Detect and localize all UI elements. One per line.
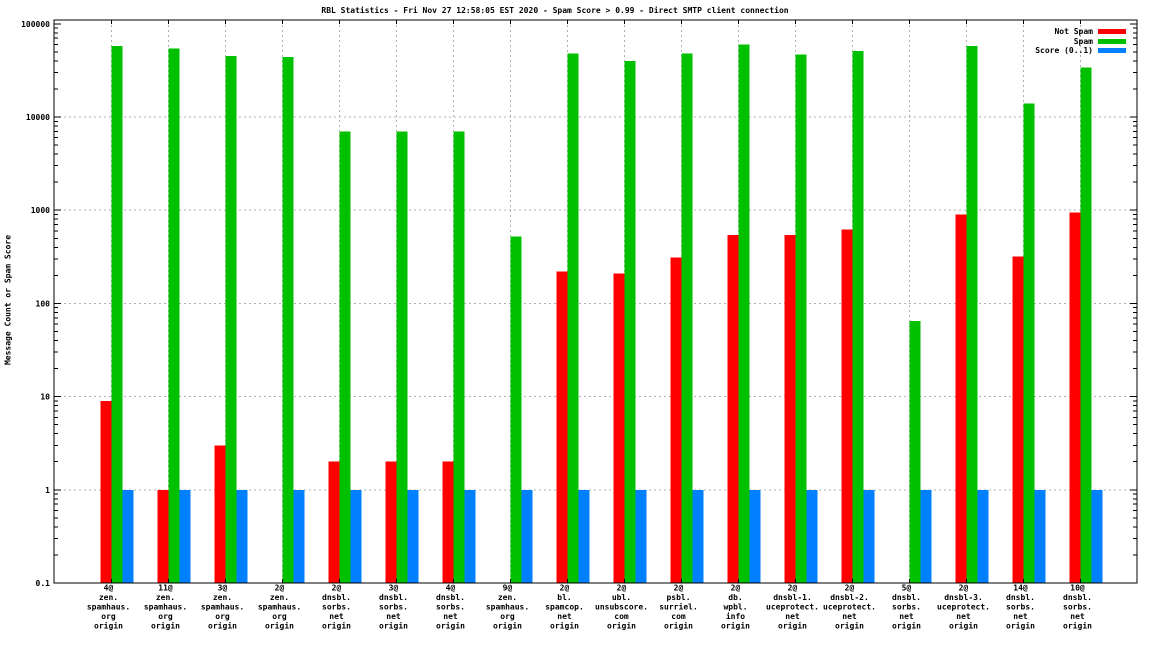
x-tick-label: 3@ zen. spamhaus. org origin xyxy=(201,584,244,631)
bar-score xyxy=(1034,489,1046,583)
bar-spam xyxy=(282,57,294,583)
bar-not-spam xyxy=(955,214,967,583)
bar-score xyxy=(350,489,362,583)
x-tick-label: 11@ zen. spamhaus. org origin xyxy=(144,584,187,631)
bar-not-spam xyxy=(214,445,226,583)
bar-score xyxy=(806,489,818,583)
bar-spam xyxy=(909,320,921,583)
bar-score xyxy=(179,489,191,583)
bar-not-spam xyxy=(784,235,796,583)
bar-not-spam xyxy=(1012,256,1024,583)
y-tick-label: 0.1 xyxy=(36,579,51,588)
bar-score xyxy=(236,489,248,583)
x-tick-label: 2@ db. wpbl. info origin xyxy=(721,584,750,631)
bar-not-spam xyxy=(670,257,682,583)
legend-label-not-spam: Not Spam xyxy=(1054,27,1093,37)
bar-not-spam xyxy=(385,461,397,583)
x-tick-label: 2@ dnsbl. sorbs. net origin xyxy=(322,584,351,631)
x-tick-label: 5@ dnsbl. sorbs. net origin xyxy=(892,584,921,631)
y-tick-label: 10000 xyxy=(26,113,50,122)
bar-not-spam xyxy=(841,229,853,584)
x-tick-label: 2@ dnsbl-3. uceprotect. net origin xyxy=(937,584,990,631)
bar-score xyxy=(977,489,989,583)
bar-spam xyxy=(510,236,522,583)
bar-spam xyxy=(1023,103,1035,584)
bar-not-spam xyxy=(1069,212,1081,583)
bar-spam xyxy=(624,60,636,584)
bar-spam xyxy=(681,53,693,584)
bar-score xyxy=(122,489,134,583)
x-tick-label: 2@ psbl. surriel. com origin xyxy=(659,584,698,631)
y-tick-label: 1000 xyxy=(31,206,50,215)
y-tick-label: 1 xyxy=(45,486,50,495)
x-tick-label: 2@ zen. spamhaus. org origin xyxy=(258,584,301,631)
bar-not-spam xyxy=(328,461,340,583)
x-tick-label: 2@ ubl. unsubscore. com origin xyxy=(595,584,648,631)
legend-swatch-score xyxy=(1098,47,1126,53)
plot-frame xyxy=(53,19,1138,584)
chart-title: RBL Statistics - Fri Nov 27 12:58:05 EST… xyxy=(321,6,789,15)
bar-spam xyxy=(1080,67,1092,583)
bar-spam xyxy=(453,131,465,583)
bar-spam xyxy=(966,45,978,583)
legend-item-spam: Spam xyxy=(1035,36,1126,46)
bar-score xyxy=(920,489,932,583)
x-tick-label: 4@ dnsbl. sorbs. net origin xyxy=(436,584,465,631)
bar-not-spam xyxy=(727,235,739,583)
x-tick-label: 9@ zen. spamhaus. org origin xyxy=(486,584,529,631)
legend-label-score: Score (0..1) xyxy=(1035,45,1093,55)
y-tick-label: 10 xyxy=(40,393,50,402)
x-tick-label: 2@ dnsbl-1. uceprotect. net origin xyxy=(766,584,819,631)
bar-spam xyxy=(738,44,750,583)
bar-spam xyxy=(225,56,237,583)
x-tick-label: 4@ zen. spamhaus. org origin xyxy=(87,584,130,631)
bar-score xyxy=(692,489,704,583)
y-axis-title: Message Count or Spam Score xyxy=(3,234,13,366)
bar-not-spam xyxy=(157,489,169,583)
bar-not-spam xyxy=(613,273,625,583)
legend-swatch-not-spam xyxy=(1098,29,1126,35)
x-tick-label: 3@ dnsbl. sorbs. net origin xyxy=(379,584,408,631)
bar-score xyxy=(293,489,305,583)
x-tick-label: 2@ dnsbl-2. uceprotect. net origin xyxy=(823,584,876,631)
bar-score xyxy=(407,489,419,583)
bar-score xyxy=(863,489,875,583)
bar-score xyxy=(749,489,761,583)
bar-not-spam xyxy=(556,271,568,583)
legend: Not Spam Spam Score (0..1) xyxy=(1035,27,1126,55)
bar-spam xyxy=(111,45,123,583)
x-tick-label: 2@ bl. spamcop. net origin xyxy=(545,584,584,631)
bar-not-spam xyxy=(442,461,454,583)
bar-spam xyxy=(339,131,351,583)
bar-score xyxy=(578,489,590,583)
bar-spam xyxy=(852,51,864,584)
legend-label-spam: Spam xyxy=(1073,36,1093,46)
legend-swatch-spam xyxy=(1098,38,1126,44)
bar-score xyxy=(464,489,476,583)
bar-not-spam xyxy=(100,400,112,583)
bar-score xyxy=(635,489,647,583)
bar-score xyxy=(1091,489,1103,583)
x-tick-label: 14@ dnsbl. sorbs. net origin xyxy=(1006,584,1035,631)
bar-spam xyxy=(168,48,180,583)
y-tick-label: 100 xyxy=(36,299,51,308)
bar-spam xyxy=(795,54,807,584)
legend-item-not-spam: Not Spam xyxy=(1035,27,1126,36)
legend-item-score: Score (0..1) xyxy=(1035,46,1126,55)
bar-score xyxy=(521,489,533,583)
bar-spam xyxy=(567,53,579,584)
x-tick-label: 10@ dnsbl. sorbs. net origin xyxy=(1063,584,1092,631)
bar-spam xyxy=(396,131,408,583)
y-tick-label: 100000 xyxy=(21,20,50,29)
